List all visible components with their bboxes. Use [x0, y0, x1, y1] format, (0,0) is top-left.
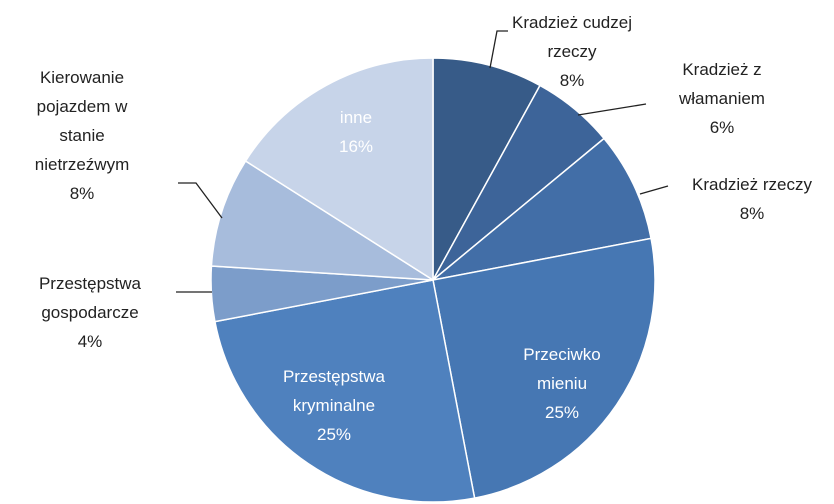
pie-slice [432, 57, 541, 281]
slice-label: Kierowanie pojazdem w stanie nietrzeźwym… [20, 63, 145, 208]
value-label: 8% [739, 204, 765, 223]
value-label: 8% [69, 184, 95, 203]
leader-line [639, 185, 669, 195]
category-label: Kierowanie pojazdem w stanie nietrzeźwym [34, 68, 130, 174]
leader-line [489, 30, 508, 69]
pie-slice [214, 279, 476, 503]
category-label: Przestępstwa kryminalne [282, 367, 386, 415]
category-label: Kradzież z włamaniem [679, 60, 765, 108]
value-label: 4% [77, 332, 103, 351]
category-label: Przeciwko mieniu [523, 345, 601, 393]
category-label: Kradzież cudzej rzeczy [511, 13, 632, 61]
slice-label: Kradzież rzeczy 8% [660, 170, 834, 228]
value-label: 16% [338, 137, 374, 156]
category-label: Kradzież rzeczy [692, 175, 812, 194]
pie-slice [210, 160, 434, 281]
value-label: 25% [544, 403, 580, 422]
leader-line [178, 182, 223, 219]
pie-slice [432, 237, 656, 499]
category-label: inne [339, 108, 373, 127]
value-label: 6% [709, 118, 735, 137]
slice-label: inne 16% [311, 103, 401, 161]
category-label: Przestępstwa gospodarcze [38, 274, 142, 322]
slice-label: Przestępstwa kryminalne 25% [259, 362, 409, 449]
slice-label: Przestępstwa gospodarcze 4% [10, 269, 170, 356]
slice-label: Kradzież cudzej rzeczy 8% [497, 8, 647, 95]
leader-line [577, 103, 647, 116]
pie-slice [244, 57, 434, 282]
pie-slice [432, 137, 652, 281]
slice-label: Przeciwko mieniu 25% [505, 340, 620, 427]
value-label: 25% [316, 425, 352, 444]
value-label: 8% [559, 71, 585, 90]
slice-label: Kradzież z włamaniem 6% [665, 55, 780, 142]
